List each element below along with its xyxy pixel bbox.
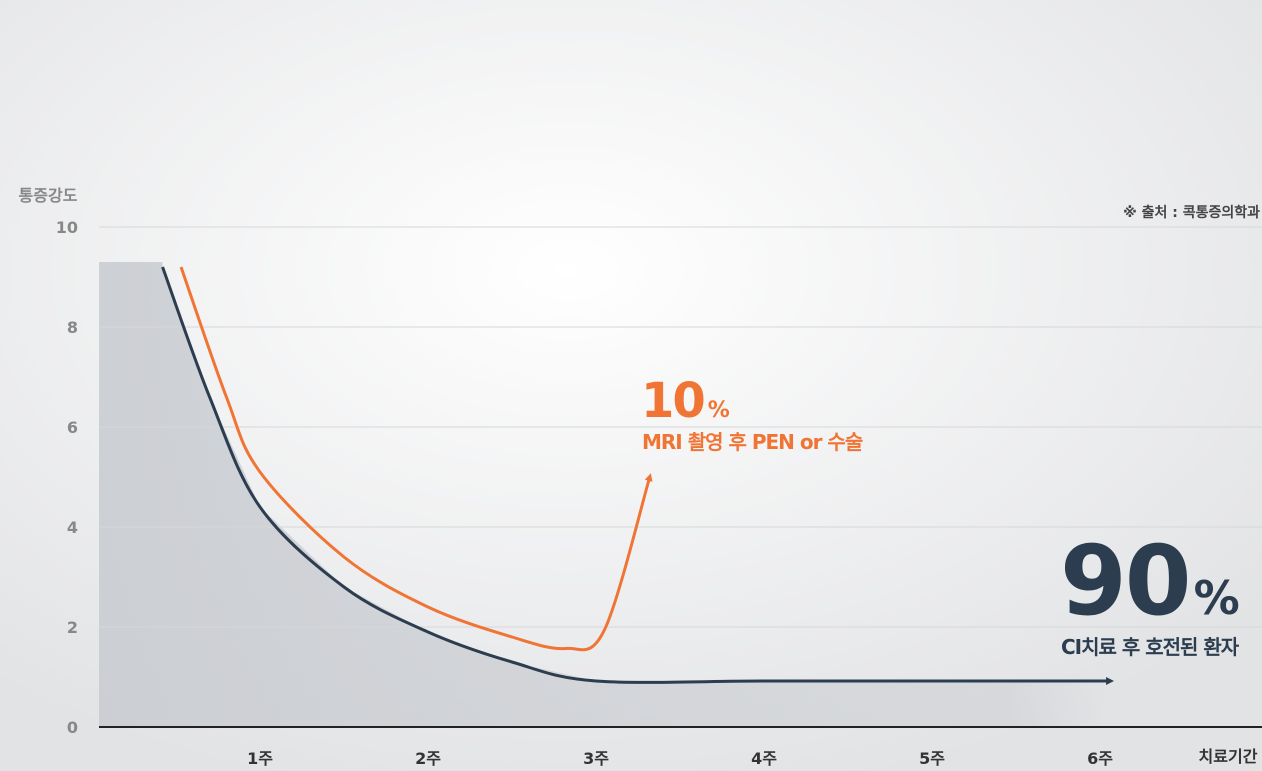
source-note: ※ 출처 : 콕통증의학과 [1123, 204, 1260, 221]
shade-area [99, 262, 1111, 727]
share-label: 10% [641, 373, 730, 429]
x-tick-label: 4주 [751, 749, 777, 768]
series-line [179, 266, 653, 652]
share-unit: % [1194, 571, 1239, 625]
y-tick-label: 8 [67, 318, 78, 337]
x-axis-label: 치료기간 [1199, 747, 1258, 766]
y-tick-label: 0 [67, 718, 78, 737]
series-line [161, 266, 1115, 685]
y-tick-label: 6 [67, 418, 78, 437]
y-axis-label: 통증강도 [19, 186, 78, 205]
x-tick-label: 1주 [247, 749, 273, 768]
share-unit: % [708, 398, 730, 423]
y-tick-label: 2 [67, 618, 78, 637]
share-value: 90 [1060, 525, 1190, 637]
x-tick-label: 5주 [919, 749, 945, 768]
x-tick-label: 6주 [1087, 749, 1113, 768]
x-tick-label: 3주 [583, 749, 609, 768]
y-tick-label: 10 [56, 218, 78, 237]
series-name: CI치료 후 호전된 환자 [1061, 635, 1240, 659]
share-label: 90% [1060, 525, 1239, 637]
share-value: 10 [641, 373, 704, 429]
x-tick-label: 2주 [415, 749, 441, 768]
series-name: MRI 촬영 후 PEN or 수술 [642, 430, 863, 454]
y-tick-label: 4 [67, 518, 78, 537]
